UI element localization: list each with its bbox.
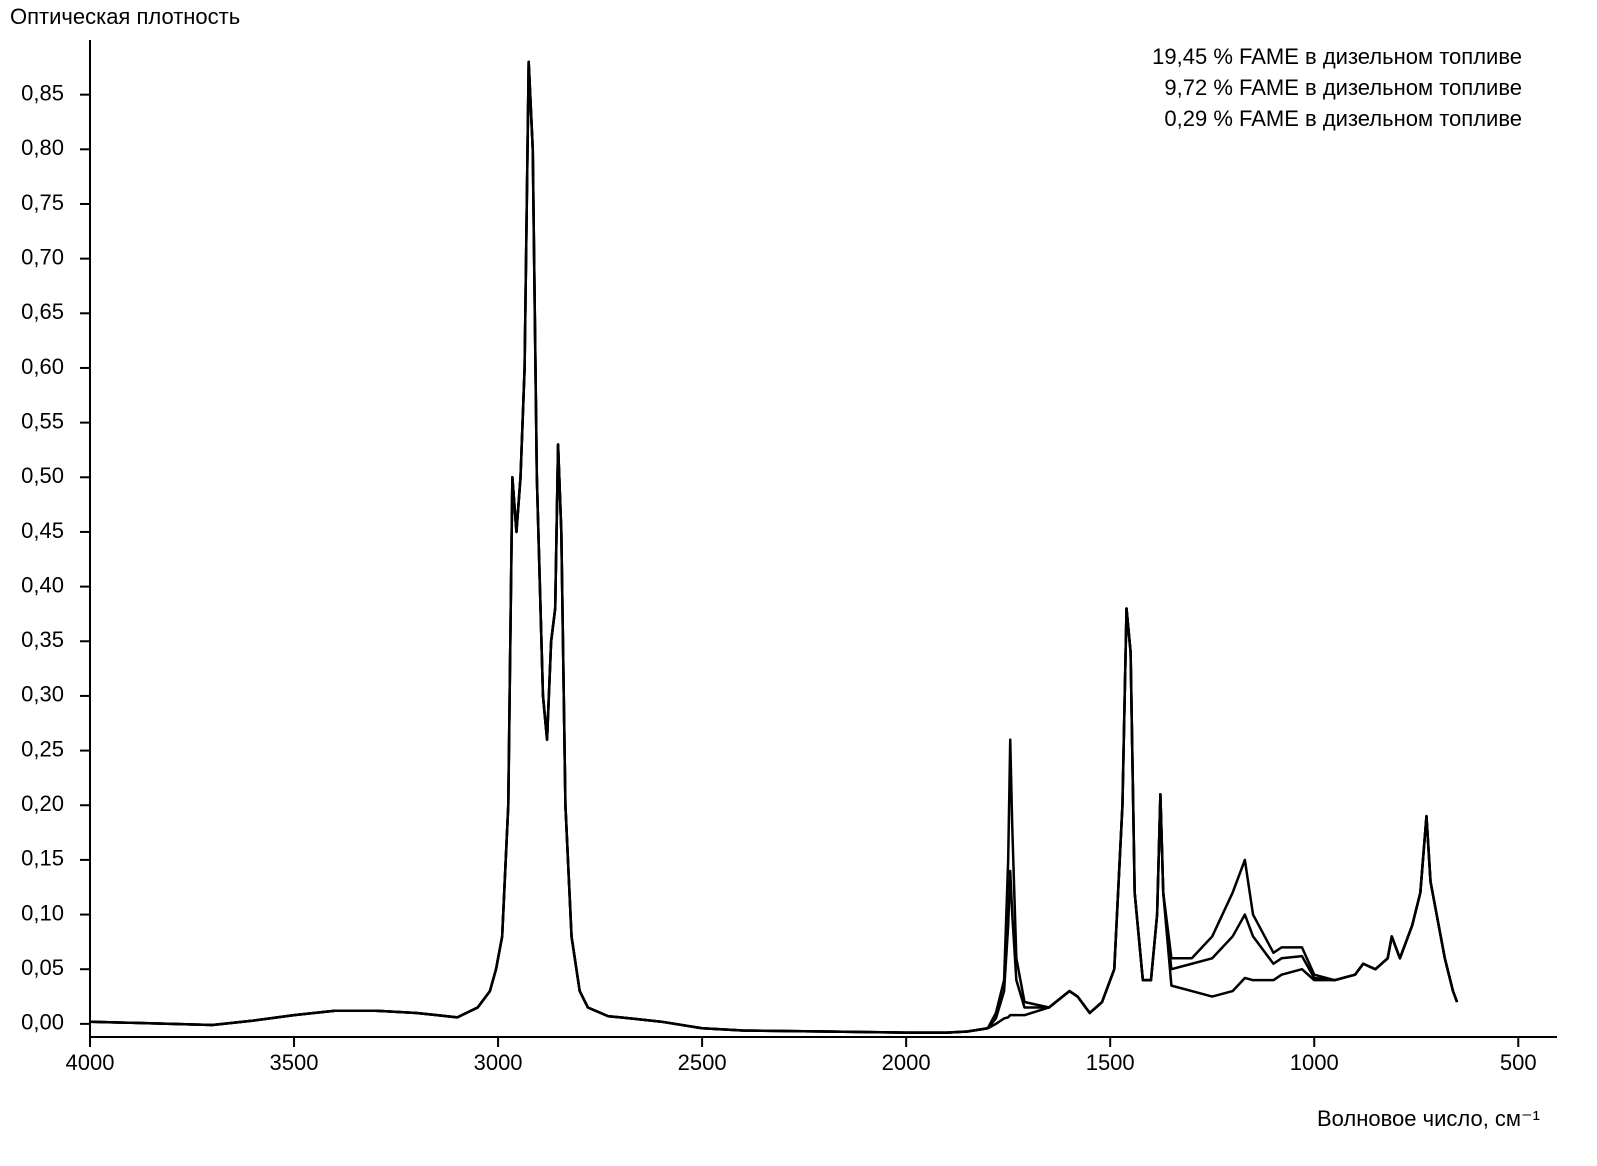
y-tick-label: 0,85 [21, 80, 64, 105]
y-tick-label: 0,45 [21, 518, 64, 543]
y-tick-label: 0,60 [21, 354, 64, 379]
legend-entry: 9,72 % FAME в дизельном топливе [1164, 75, 1522, 100]
y-tick-label: 0,10 [21, 900, 64, 925]
x-tick-label: 500 [1500, 1050, 1537, 1075]
y-tick-label: 0,40 [21, 572, 64, 597]
spectrum-line [89, 60, 1459, 1034]
legend-entry: 0,29 % FAME в дизельном топливе [1164, 106, 1522, 131]
y-tick-label: 0,20 [21, 791, 64, 816]
x-tick-label: 1000 [1290, 1050, 1339, 1075]
x-tick-label: 4000 [66, 1050, 115, 1075]
y-axis-label: Оптическая плотность [10, 4, 240, 29]
y-tick-label: 0,75 [21, 190, 64, 215]
y-tick-label: 0,30 [21, 682, 64, 707]
y-tick-label: 0,80 [21, 135, 64, 160]
x-axis-label: Волновое число, см⁻¹ [1317, 1106, 1540, 1131]
y-tick-label: 0,25 [21, 736, 64, 761]
y-tick-label: 0,50 [21, 463, 64, 488]
y-tick-label: 0,00 [21, 1010, 64, 1035]
legend-entry: 19,45 % FAME в дизельном топливе [1152, 44, 1522, 69]
x-tick-label: 3000 [474, 1050, 523, 1075]
y-tick-label: 0,70 [21, 244, 64, 269]
y-tick-label: 0,35 [21, 627, 64, 652]
y-tick-label: 0,05 [21, 955, 64, 980]
spectrum-line [89, 60, 1459, 1034]
x-tick-label: 3500 [270, 1050, 319, 1075]
x-tick-label: 2000 [882, 1050, 931, 1075]
x-tick-label: 2500 [678, 1050, 727, 1075]
spectrum-line [89, 60, 1459, 1034]
y-tick-label: 0,55 [21, 408, 64, 433]
y-tick-label: 0,15 [21, 846, 64, 871]
x-tick-label: 1500 [1086, 1050, 1135, 1075]
y-tick-label: 0,65 [21, 299, 64, 324]
